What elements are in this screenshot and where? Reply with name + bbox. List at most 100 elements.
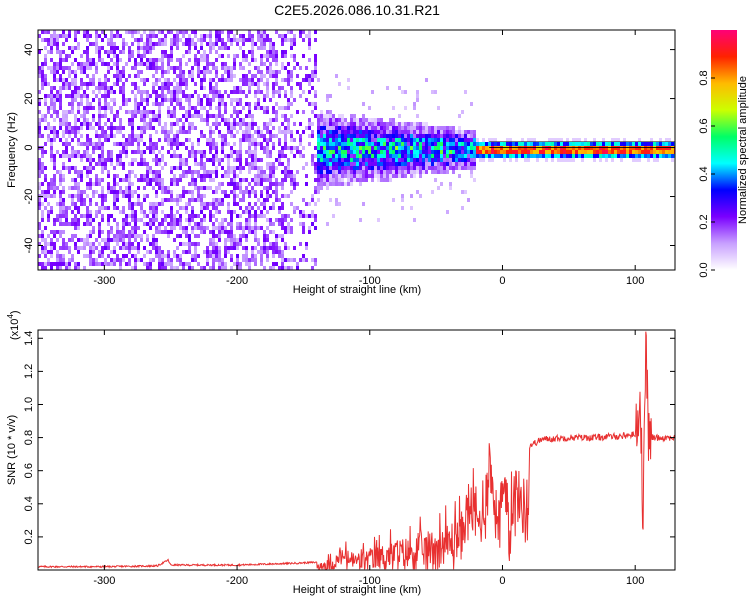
spectrogram-cell — [221, 138, 224, 142]
spectrogram-cell — [149, 122, 152, 126]
spectrogram-cell — [269, 246, 272, 250]
spectrogram-cell — [173, 214, 176, 218]
spectrogram-cell — [44, 150, 47, 154]
spectrogram-cell — [182, 54, 185, 58]
spectrogram-cell — [410, 170, 413, 174]
spectrogram-cell — [251, 158, 254, 162]
spectrogram-cell — [101, 214, 104, 218]
spectrogram-cell — [656, 150, 659, 154]
spectrogram-cell — [116, 154, 119, 158]
spectrogram-cell — [179, 78, 182, 82]
spectrogram-cell — [215, 166, 218, 170]
spectrogram-cell — [308, 90, 311, 94]
spectrogram-cell — [314, 166, 317, 170]
spectrogram-cell — [326, 126, 329, 130]
spectrogram-cell — [59, 138, 62, 142]
spectrogram-cell — [320, 122, 323, 126]
spectrogram-cell — [266, 190, 269, 194]
spectrogram-cell — [146, 46, 149, 50]
spectrogram-cell — [374, 126, 377, 130]
spectrogram-cell — [128, 206, 131, 210]
spectrogram-cell — [122, 234, 125, 238]
spectrogram-cell — [254, 74, 257, 78]
spectrogram-cell — [146, 250, 149, 254]
spectrogram-cell — [89, 138, 92, 142]
spectrogram-cell — [104, 206, 107, 210]
spectrogram-cell — [116, 238, 119, 242]
spectrogram-cell — [197, 74, 200, 78]
spectrogram-cell — [338, 114, 341, 118]
spectrogram-cell — [290, 30, 293, 34]
spectrogram-cell — [299, 150, 302, 154]
spectrogram-cell — [83, 122, 86, 126]
spectrogram-cell — [206, 34, 209, 38]
spectrogram-cell — [608, 150, 611, 154]
spectrogram-cell — [272, 70, 275, 74]
spectrogram-cell — [188, 262, 191, 266]
spectrogram-cell — [572, 146, 575, 150]
spectrogram-cell — [323, 166, 326, 170]
spectrogram-cell — [356, 154, 359, 158]
spectrogram-cell — [56, 50, 59, 54]
spectrogram-cell — [71, 138, 74, 142]
spectrogram-cell — [266, 58, 269, 62]
spectrogram-cell — [155, 254, 158, 258]
spectrogram-cell — [41, 202, 44, 206]
spectrogram-cell — [188, 98, 191, 102]
spectrogram-cell — [371, 178, 374, 182]
spectrogram-cell — [167, 30, 170, 34]
spectrogram-cell — [38, 102, 41, 106]
spectrogram-cell — [80, 78, 83, 82]
spectrogram-cell — [404, 150, 407, 154]
spectrogram-cell — [353, 114, 356, 118]
spectrogram-cell — [122, 258, 125, 262]
spectrogram-cell — [233, 62, 236, 66]
spectrogram-cell — [242, 254, 245, 258]
spectrogram-cell — [662, 150, 665, 154]
spectrogram-cell — [209, 242, 212, 246]
spectrogram-cell — [398, 142, 401, 146]
spectrogram-cell — [89, 122, 92, 126]
spectrogram-cell — [155, 230, 158, 234]
spectrogram-cell — [155, 242, 158, 246]
spectrogram-cell — [404, 174, 407, 178]
spectrogram-cell — [539, 142, 542, 146]
spectrogram-cell — [47, 186, 50, 190]
spectrogram-cell — [128, 46, 131, 50]
spectrogram-cell — [395, 126, 398, 130]
spectrogram-cell — [344, 118, 347, 122]
spectrogram-cell — [626, 154, 629, 158]
spectrogram-cell — [59, 62, 62, 66]
spectrogram-cell — [266, 250, 269, 254]
spectrogram-cell — [527, 154, 530, 158]
spectrogram-cell — [170, 110, 173, 114]
spectrogram-cell — [59, 118, 62, 122]
spectrogram-cell — [668, 138, 671, 142]
spectrogram-cell — [143, 50, 146, 54]
spectrogram-cell — [665, 154, 668, 158]
spectrogram-cell — [224, 70, 227, 74]
spectrogram-cell — [329, 130, 332, 134]
spectrogram-cell — [104, 262, 107, 266]
spectrogram-cell — [338, 174, 341, 178]
spectrogram-cell — [344, 158, 347, 162]
spectrogram-cell — [320, 126, 323, 130]
spectrogram-cell — [113, 90, 116, 94]
spectrogram-cell — [263, 242, 266, 246]
spectrogram-cell — [200, 150, 203, 154]
spectrogram-cell — [356, 162, 359, 166]
spectrogram-cell — [89, 158, 92, 162]
spectrogram-cell — [464, 130, 467, 134]
spectrogram-cell — [287, 130, 290, 134]
spectrogram-cell — [404, 166, 407, 170]
spectrogram-cell — [44, 38, 47, 42]
spectrogram-cell — [140, 126, 143, 130]
spectrogram-cell — [635, 158, 638, 162]
spectrogram-cell — [170, 262, 173, 266]
spectrogram-cell — [623, 150, 626, 154]
spectrogram-cell — [272, 50, 275, 54]
spectrogram-cell — [89, 254, 92, 258]
spectrogram-cell — [314, 186, 317, 190]
spectrogram-cell — [404, 154, 407, 158]
spectrogram-cell — [332, 150, 335, 154]
